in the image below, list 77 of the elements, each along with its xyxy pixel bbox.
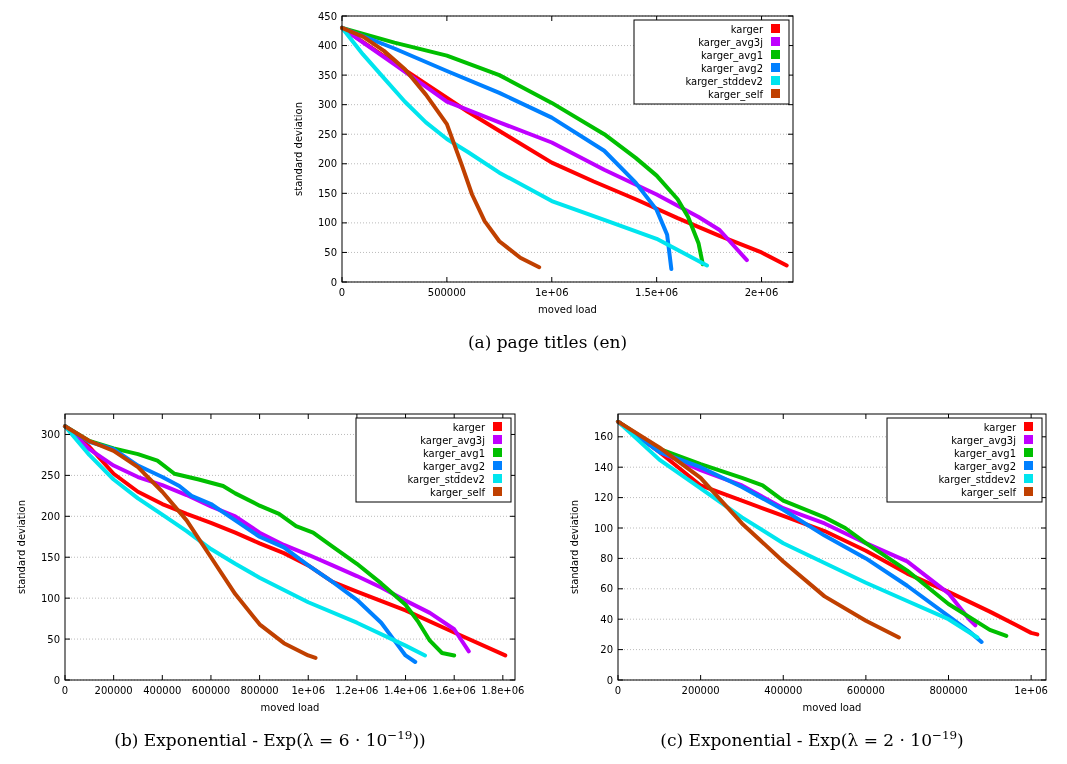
legend-label: karger_self <box>961 487 1017 499</box>
x-tick-label: 600000 <box>846 685 885 696</box>
line-series <box>340 25 542 270</box>
text: (c) Exponential - Exp(λ = 2 · 10$^{−19}$) <box>660 728 964 750</box>
y-tick-label: 350 <box>317 69 337 81</box>
y-tick-label: 140 <box>593 461 613 473</box>
y-tick-label: 50 <box>324 246 337 258</box>
y-tick-label: 150 <box>317 187 337 199</box>
line-series <box>63 424 318 660</box>
line-series <box>616 419 901 640</box>
y-tick-label: 100 <box>40 592 60 604</box>
x-tick-label: 1.5e+06 <box>635 287 679 298</box>
legend-label: karger_avg2 <box>953 461 1016 473</box>
x-tick-label: 1e+06 <box>1014 685 1048 696</box>
x-tick-label: 1.4e+06 <box>383 685 428 696</box>
y-axis-title: standard deviation <box>293 101 304 197</box>
y-tick-label: 0 <box>330 276 337 288</box>
legend-label: karger_avg1 <box>953 448 1016 460</box>
x-tick-label: 1.2e+06 <box>335 685 379 696</box>
y-tick-label: 60 <box>600 583 613 595</box>
x-tick-label: 1.6e+06 <box>432 685 476 696</box>
legend-label: karger_avg3j <box>698 37 763 49</box>
y-tick-label: 50 <box>47 633 60 645</box>
legend-label: karger_self <box>708 89 764 101</box>
legend-label: karger_stddev2 <box>407 474 485 486</box>
x-tick-label: 0 <box>61 685 69 696</box>
legend-label: karger_avg2 <box>700 63 763 75</box>
y-tick-label: 0 <box>53 674 60 686</box>
y-tick-label: 250 <box>317 128 337 140</box>
y-tick-label: 120 <box>593 492 613 504</box>
x-tick-label: 400000 <box>764 685 803 696</box>
x-tick-label: 0 <box>614 685 622 696</box>
x-tick-label: 600000 <box>191 685 231 696</box>
x-tick-label: 1e+06 <box>291 685 326 696</box>
y-tick-label: 150 <box>40 551 60 563</box>
y-tick-label: 80 <box>600 552 613 564</box>
legend-label: karger <box>983 422 1017 433</box>
legend-label: karger_avg2 <box>422 461 485 473</box>
legend-label: karger <box>730 24 764 35</box>
y-tick-label: 0 <box>606 674 613 686</box>
x-tick-label: 1e+06 <box>534 287 569 298</box>
legend-label: karger_avg1 <box>422 448 485 460</box>
x-tick-label: 800000 <box>240 685 279 696</box>
y-tick-label: 250 <box>40 469 60 481</box>
y-axis-title: standard deviation <box>16 499 27 595</box>
x-axis-title: moved load <box>802 702 862 713</box>
x-tick-label: 200000 <box>94 685 133 696</box>
text: (a) page titles (en) <box>467 332 628 352</box>
legend-label: karger_avg3j <box>951 435 1016 447</box>
legend-label: karger <box>452 422 486 433</box>
y-tick-label: 300 <box>40 428 60 440</box>
y-tick-label: 400 <box>317 40 337 52</box>
y-axis-title: standard deviation <box>569 499 580 595</box>
x-tick-label: 0 <box>338 287 346 298</box>
text: (b) Exponential - Exp(λ = 6 · 10$^{−19}$)) <box>114 728 426 750</box>
y-tick-label: 200 <box>317 158 337 170</box>
x-tick-label: 400000 <box>143 685 182 696</box>
legend-label: karger_stddev2 <box>938 474 1016 486</box>
x-tick-label: 1.8e+06 <box>481 685 525 696</box>
x-axis-title: moved load <box>538 304 597 315</box>
y-tick-label: 300 <box>317 99 337 111</box>
x-axis-title: moved load <box>260 702 320 713</box>
y-tick-label: 20 <box>600 644 613 656</box>
y-tick-label: 200 <box>40 510 60 522</box>
legend-label: karger_stddev2 <box>685 76 763 88</box>
x-tick-label: 2e+06 <box>744 287 779 298</box>
x-tick-label: 800000 <box>929 685 968 696</box>
y-tick-label: 450 <box>317 10 337 22</box>
y-tick-label: 100 <box>593 522 613 534</box>
y-tick-label: 100 <box>317 217 337 229</box>
y-tick-label: 160 <box>593 431 613 443</box>
x-tick-label: 200000 <box>681 685 720 696</box>
legend-label: karger_avg3j <box>420 435 485 447</box>
y-tick-label: 40 <box>600 613 613 625</box>
legend-label: karger_avg1 <box>700 50 763 62</box>
x-tick-label: 500000 <box>427 287 466 298</box>
legend-label: karger_self <box>430 487 486 499</box>
